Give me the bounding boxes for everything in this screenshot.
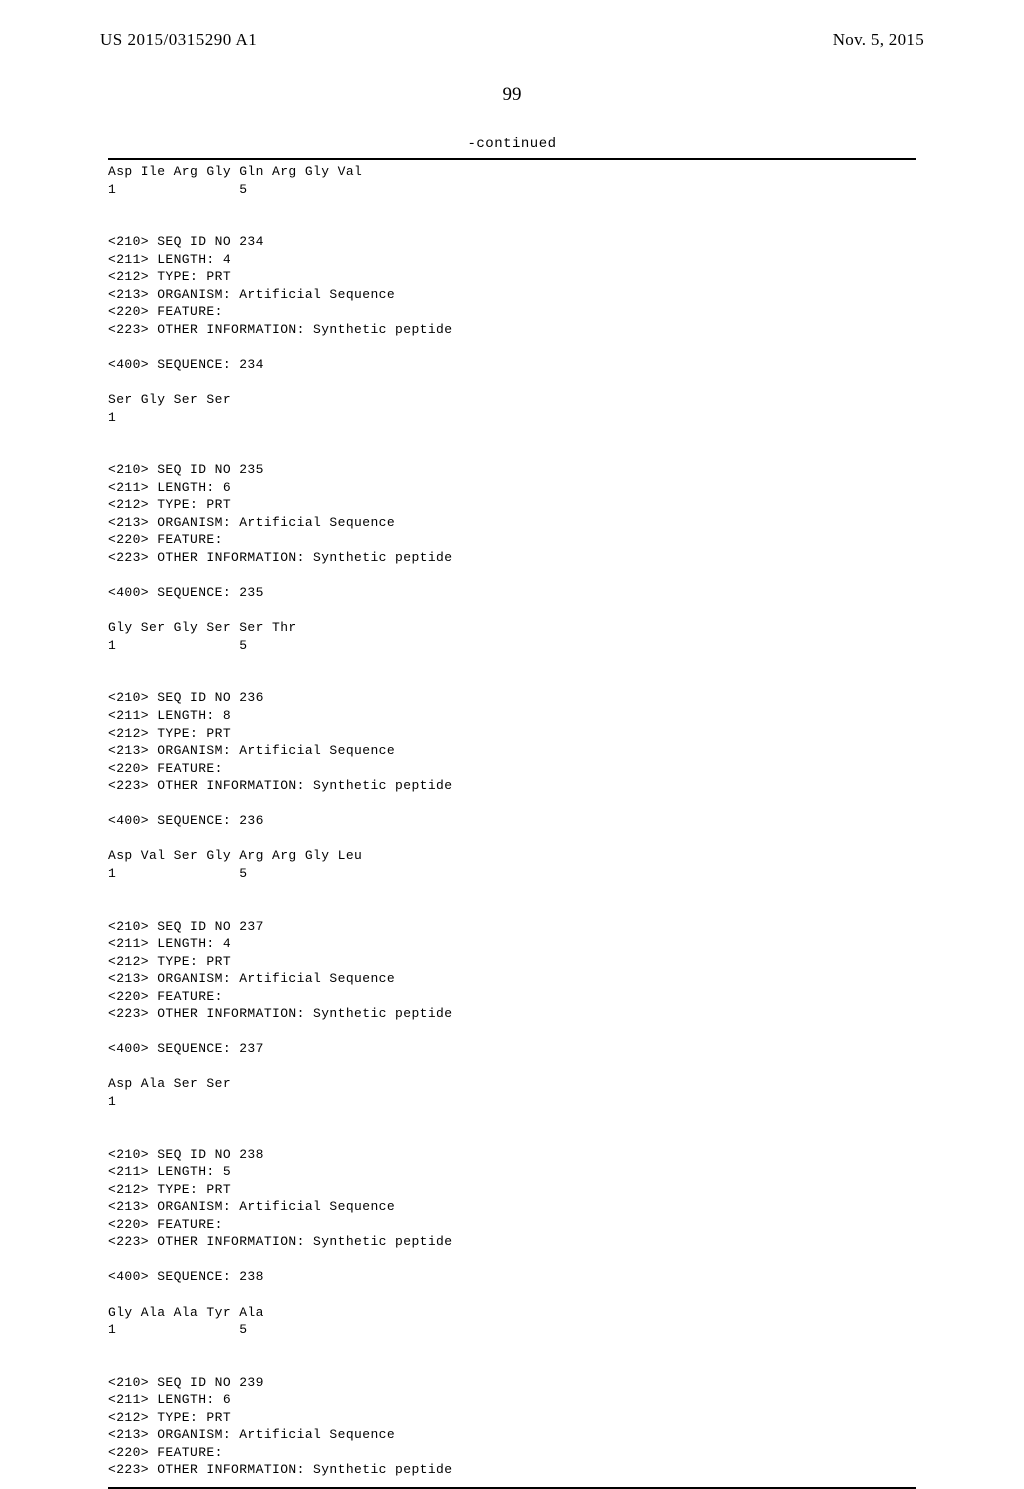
sequence-listing: Asp Ile Arg Gly Gln Arg Gly Val 1 5 <210… (0, 160, 1024, 1479)
publication-number: US 2015/0315290 A1 (100, 30, 257, 50)
page-number: 99 (0, 84, 1024, 106)
document-header: US 2015/0315290 A1 Nov. 5, 2015 (0, 0, 1024, 50)
continued-label: -continued (0, 136, 1024, 152)
publication-date: Nov. 5, 2015 (833, 30, 924, 50)
